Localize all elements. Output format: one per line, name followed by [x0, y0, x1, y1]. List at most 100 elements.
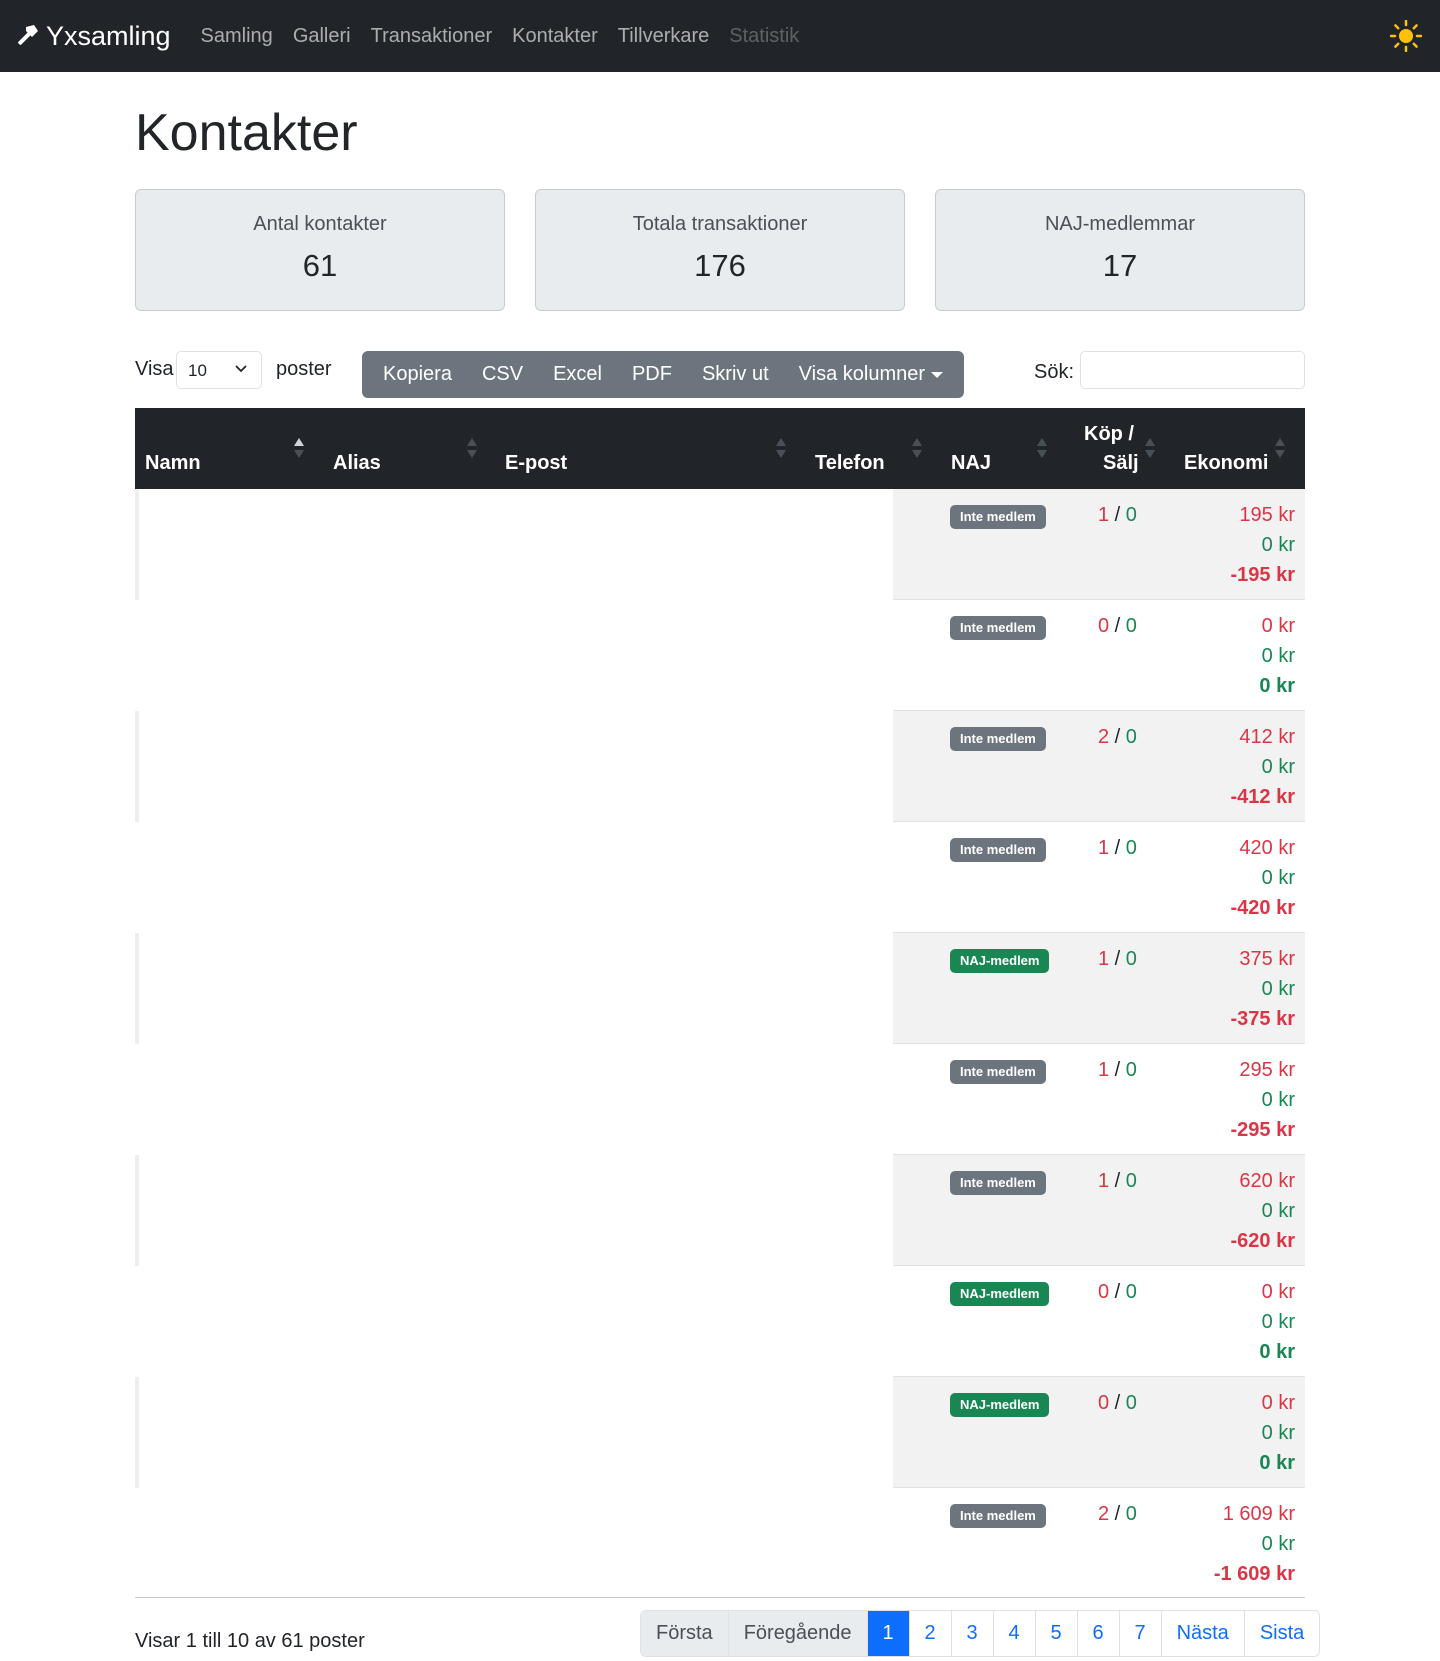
- column-header-phone[interactable]: Telefon: [815, 452, 885, 474]
- nav-link-samling[interactable]: Samling: [200, 24, 273, 47]
- page-3[interactable]: 3: [950, 1611, 993, 1656]
- net-amount: -1 609 kr: [1213, 1563, 1295, 1585]
- csv-button[interactable]: CSV: [481, 363, 524, 385]
- row-summary-cells: NAJ-medlem 0 / 0 0 kr 0 kr 0 kr: [893, 1266, 1305, 1377]
- earned-amount: 0 kr: [1261, 645, 1295, 667]
- sell-count: 0: [1125, 726, 1137, 748]
- nav-link-transaktioner[interactable]: Transaktioner: [370, 24, 493, 47]
- page-last[interactable]: Sista: [1243, 1611, 1319, 1656]
- nav-link-galleri[interactable]: Galleri: [292, 24, 351, 47]
- row-divider: [893, 1154, 1305, 1155]
- sell-count: 0: [1125, 1281, 1137, 1303]
- sort-icon[interactable]: [1144, 436, 1156, 460]
- sort-icon[interactable]: [775, 436, 787, 460]
- earned-amount: 0 kr: [1261, 1533, 1295, 1555]
- page-2[interactable]: 2: [908, 1611, 951, 1656]
- row-divider: [893, 1487, 1305, 1488]
- sort-icon[interactable]: [466, 436, 478, 460]
- spent-amount: 375 kr: [1239, 948, 1295, 970]
- table-header: Namn Alias E-post Telefon NAJ Köp / Sälj…: [135, 408, 1305, 489]
- naj-status-badge: NAJ-medlem: [950, 1393, 1050, 1417]
- naj-status-badge: NAJ-medlem: [950, 949, 1050, 973]
- table-bottom-border: [135, 1597, 1305, 1598]
- page-next[interactable]: Nästa: [1160, 1611, 1244, 1656]
- page-previous[interactable]: Föregående: [727, 1611, 867, 1656]
- naj-status-badge: Inte medlem: [950, 727, 1046, 751]
- sun-icon[interactable]: [1390, 20, 1422, 52]
- table-row: NAJ-medlem 1 / 0 375 kr 0 kr -375 kr: [135, 933, 1305, 1044]
- table-row: NAJ-medlem 0 / 0 0 kr 0 kr 0 kr: [135, 1266, 1305, 1377]
- earned-amount: 0 kr: [1261, 1422, 1295, 1444]
- buy-count: 0: [1098, 615, 1110, 637]
- row-divider: [893, 599, 1305, 600]
- caret-down-icon: [931, 371, 944, 378]
- buy-sell-count: 1 / 0: [1098, 837, 1137, 859]
- page-length-value: 10: [188, 361, 207, 380]
- row-contact-cells: [135, 933, 893, 1044]
- naj-status-badge: Inte medlem: [950, 1171, 1046, 1195]
- sort-icon[interactable]: [911, 436, 923, 460]
- page-5[interactable]: 5: [1034, 1611, 1077, 1656]
- row-contact-cells: [135, 1266, 893, 1377]
- excel-button[interactable]: Excel: [553, 363, 602, 385]
- net-amount: 0 kr: [1259, 1341, 1295, 1363]
- page-7[interactable]: 7: [1118, 1611, 1161, 1656]
- sort-asc-icon[interactable]: [293, 436, 305, 460]
- sell-count: 0: [1125, 1503, 1137, 1525]
- row-summary-cells: NAJ-medlem 0 / 0 0 kr 0 kr 0 kr: [893, 1377, 1305, 1488]
- spent-amount: 620 kr: [1239, 1170, 1295, 1192]
- row-summary-cells: Inte medlem 1 / 0 295 kr 0 kr -295 kr: [893, 1044, 1305, 1155]
- nav-link-statistik[interactable]: Statistik: [729, 24, 800, 47]
- net-amount: -295 kr: [1230, 1119, 1296, 1141]
- page-6[interactable]: 6: [1076, 1611, 1119, 1656]
- print-button[interactable]: Skriv ut: [701, 363, 769, 385]
- buy-count: 0: [1098, 1281, 1110, 1303]
- pdf-button[interactable]: PDF: [631, 363, 672, 385]
- naj-status-badge: NAJ-medlem: [950, 1282, 1050, 1306]
- column-visibility-button[interactable]: Visa kolumner: [784, 363, 958, 386]
- sell-count: 0: [1125, 1059, 1137, 1081]
- sort-icon[interactable]: [1036, 436, 1048, 460]
- column-header-alias[interactable]: Alias: [333, 452, 381, 474]
- row-summary-cells: Inte medlem 0 / 0 0 kr 0 kr 0 kr: [893, 600, 1305, 711]
- brand-link[interactable]: Yxsamling: [14, 21, 171, 52]
- row-contact-cells: [135, 822, 893, 933]
- page-first[interactable]: Första: [641, 1611, 728, 1656]
- table-row: Inte medlem 2 / 0 1 609 kr 0 kr -1 609 k…: [135, 1488, 1305, 1599]
- page-4[interactable]: 4: [992, 1611, 1035, 1656]
- earned-amount: 0 kr: [1261, 1089, 1295, 1111]
- sell-count: 0: [1125, 504, 1137, 526]
- column-header-naj[interactable]: NAJ: [951, 452, 992, 474]
- sort-icon[interactable]: [1274, 436, 1286, 460]
- column-header-buy[interactable]: Köp /: [1084, 423, 1134, 445]
- buy-sell-count: 2 / 0: [1098, 726, 1137, 748]
- net-amount: -420 kr: [1230, 897, 1296, 919]
- sell-count: 0: [1125, 837, 1137, 859]
- page-1[interactable]: 1: [866, 1611, 909, 1656]
- column-header-economy[interactable]: Ekonomi: [1184, 452, 1269, 474]
- spent-amount: 0 kr: [1261, 615, 1295, 637]
- copy-button[interactable]: Kopiera: [383, 363, 452, 385]
- earned-amount: 0 kr: [1261, 867, 1295, 889]
- column-header-email[interactable]: E-post: [505, 452, 568, 474]
- search-input[interactable]: [1080, 351, 1305, 389]
- column-header-name[interactable]: Namn: [145, 452, 201, 474]
- sell-count: 0: [1125, 1170, 1137, 1192]
- buy-count: 1: [1098, 504, 1110, 526]
- nav-link-tillverkare[interactable]: Tillverkare: [617, 24, 710, 47]
- column-header-sell[interactable]: Sälj: [1103, 452, 1139, 474]
- naj-status-badge: Inte medlem: [950, 505, 1046, 529]
- stat-label: Totala transaktioner: [632, 213, 808, 235]
- net-amount: 0 kr: [1259, 1452, 1295, 1474]
- entries-label: poster: [276, 358, 332, 380]
- brand-name: Yxsamling: [46, 20, 171, 51]
- row-divider: [893, 1265, 1305, 1266]
- spent-amount: 0 kr: [1261, 1392, 1295, 1414]
- nav-link-kontakter[interactable]: Kontakter: [512, 24, 598, 47]
- buy-sell-count: 0 / 0: [1098, 1392, 1137, 1414]
- page-title: Kontakter: [135, 104, 358, 162]
- earned-amount: 0 kr: [1261, 756, 1295, 778]
- page-length-select[interactable]: 10: [176, 351, 262, 389]
- buy-count: 2: [1098, 1503, 1110, 1525]
- buy-sell-count: 1 / 0: [1098, 504, 1137, 526]
